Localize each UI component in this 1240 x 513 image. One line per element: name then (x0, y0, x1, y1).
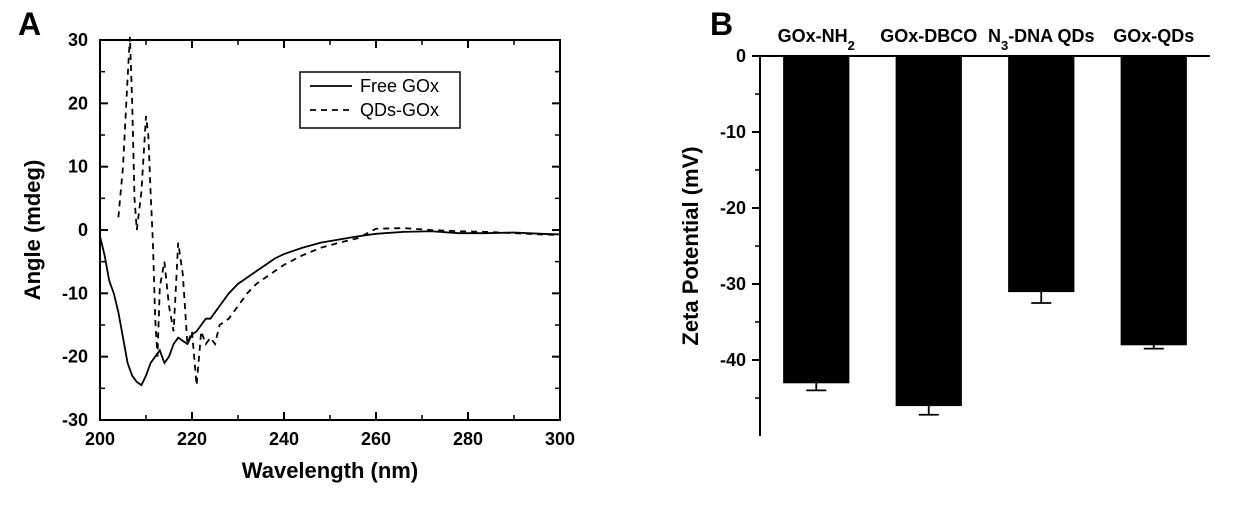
svg-text:N3-DNA QDs: N3-DNA QDs (988, 26, 1095, 53)
svg-text:Wavelength (nm): Wavelength (nm) (242, 458, 418, 483)
panel-a-chart: 200 220 240 260 280 300 -30 -20 -10 0 10 20 30 Wavele… (0, 0, 600, 508)
svg-text:30: 30 (68, 30, 88, 50)
panel-b-label: B (710, 6, 733, 43)
svg-text:-20: -20 (62, 347, 88, 367)
svg-text:GOx-DBCO: GOx-DBCO (880, 26, 977, 46)
panel-a-label: A (18, 6, 41, 43)
svg-text:-30: -30 (62, 410, 88, 430)
svg-text:Zeta Potential (mV): Zeta Potential (mV) (678, 146, 703, 345)
panel-b-chart: 0 -10 -20 -30 -40 Zeta Potential (mV) GOx-NH2 G… (640, 0, 1240, 508)
svg-text:300: 300 (545, 429, 575, 449)
svg-text:200: 200 (85, 429, 115, 449)
panel-b: B 0 -10 -20 -30 -40 Zeta Potential (mV) GOx-NH… (640, 0, 1240, 508)
svg-text:Angle (mdeg): Angle (mdeg) (20, 160, 45, 301)
panel-a: A 200 220 240 260 280 300 -30 -20 -10 0 10 20 30 Wave… (0, 0, 600, 508)
svg-text:Free GOx: Free GOx (360, 76, 439, 96)
svg-text:-40: -40 (720, 350, 746, 370)
svg-text:-10: -10 (720, 122, 746, 142)
svg-text:240: 240 (269, 429, 299, 449)
svg-text:GOx-QDs: GOx-QDs (1113, 26, 1194, 46)
svg-text:220: 220 (177, 429, 207, 449)
svg-text:GOx-NH2: GOx-NH2 (778, 26, 855, 53)
svg-text:-30: -30 (720, 274, 746, 294)
svg-text:10: 10 (68, 157, 88, 177)
svg-text:-20: -20 (720, 198, 746, 218)
svg-text:QDs-GOx: QDs-GOx (360, 100, 439, 120)
svg-text:0: 0 (78, 220, 88, 240)
svg-text:0: 0 (736, 46, 746, 66)
svg-text:260: 260 (361, 429, 391, 449)
svg-text:20: 20 (68, 93, 88, 113)
svg-text:-10: -10 (62, 283, 88, 303)
svg-text:280: 280 (453, 429, 483, 449)
